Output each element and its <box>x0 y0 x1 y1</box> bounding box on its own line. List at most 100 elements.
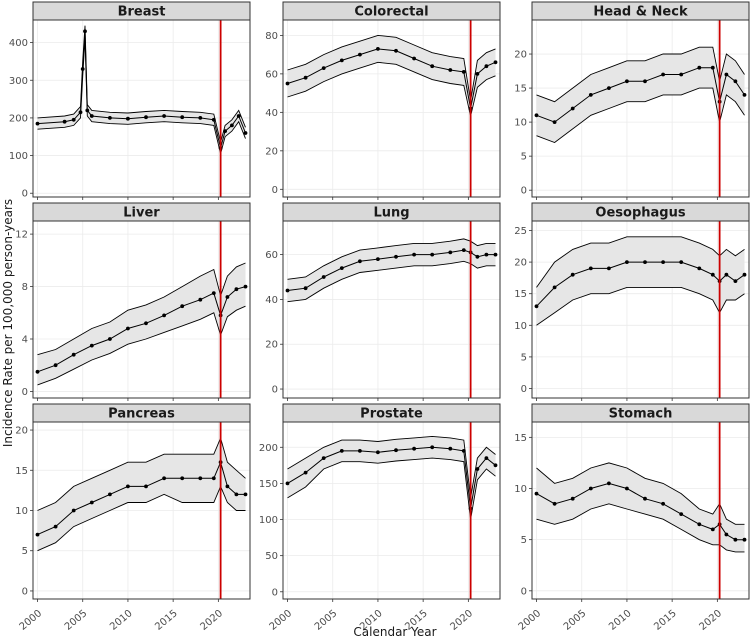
y-tick-label: 15 <box>514 84 527 95</box>
panel-stomach: Stomach 0 5 10 15 2000 2005 2010 2015 2020 <box>514 403 750 633</box>
y-tick-label: 100 <box>9 151 28 162</box>
y-tick-label: 0 <box>272 185 278 196</box>
upper-bound-line <box>287 238 496 280</box>
x-tick-label: 2015 <box>153 608 180 633</box>
y-tick-label: 5 <box>521 535 527 546</box>
y-tick-label: 0 <box>22 586 28 597</box>
panel-border <box>282 421 501 600</box>
y-tick-label: 10 <box>15 506 28 517</box>
y-tick-label: 0 <box>521 384 527 395</box>
data-point <box>394 48 398 53</box>
data-point <box>570 106 575 111</box>
data-point <box>162 313 167 318</box>
panel-border <box>282 220 501 399</box>
data-point <box>679 512 684 516</box>
data-point <box>661 72 665 77</box>
confidence-band <box>287 436 496 520</box>
data-point <box>126 484 130 489</box>
confidence-band <box>37 438 246 551</box>
data-point <box>376 47 380 51</box>
x-axis-title: Calendar Year <box>353 625 436 639</box>
data-point <box>180 304 185 309</box>
data-point <box>285 481 290 486</box>
data-point <box>742 537 747 542</box>
y-tick-label: 400 <box>9 38 28 49</box>
data-point <box>303 286 308 291</box>
plot-area <box>33 20 250 197</box>
data-point <box>285 81 290 86</box>
y-tick-label: 100 <box>259 515 278 526</box>
y-tick-label: 20 <box>265 340 278 351</box>
data-point <box>430 252 435 257</box>
data-point <box>607 266 611 271</box>
data-point <box>198 476 203 481</box>
y-tick-label: 200 <box>9 113 28 124</box>
data-point <box>493 252 498 257</box>
lower-bound-line <box>287 260 496 303</box>
y-tick-label: 20 <box>514 50 527 61</box>
data-point <box>448 250 453 255</box>
panel-liver: Liver 0 4 8 12 <box>15 202 251 401</box>
data-point <box>710 65 715 70</box>
panel-border <box>32 220 251 399</box>
y-tick-label: 0 <box>521 186 527 197</box>
data-point <box>126 116 130 121</box>
data-point <box>625 79 629 84</box>
confidence-band <box>37 25 246 154</box>
estimate-line <box>37 31 246 149</box>
x-tick-label: 2005 <box>63 608 90 633</box>
y-tick-label: 0 <box>272 385 278 396</box>
lower-bound-line <box>37 485 246 552</box>
data-point <box>108 492 112 497</box>
data-point <box>394 254 398 259</box>
data-point <box>180 115 185 120</box>
y-tick-label: 40 <box>265 108 278 119</box>
panel-title: Prostate <box>360 407 423 422</box>
data-point <box>321 456 326 460</box>
x-tick-label: 2000 <box>268 608 295 633</box>
y-tick-label: 5 <box>22 546 28 557</box>
data-point <box>697 266 702 271</box>
data-point <box>412 56 416 61</box>
data-point <box>643 260 647 264</box>
data-point <box>35 369 40 374</box>
panel-border <box>32 19 251 198</box>
y-tick-label: 10 <box>514 321 527 332</box>
data-point <box>607 481 611 486</box>
data-point <box>78 110 83 115</box>
x-tick-label: 2000 <box>517 608 544 633</box>
y-tick-label: 0 <box>521 586 527 597</box>
data-point <box>430 64 435 69</box>
data-point <box>303 470 308 475</box>
data-point <box>742 272 747 277</box>
data-point <box>243 284 248 289</box>
data-point <box>358 449 362 453</box>
panel-oesophagus: Oesophagus 0 5 10 15 20 25 <box>514 202 750 401</box>
data-point <box>144 484 148 489</box>
panel-border <box>531 421 750 600</box>
y-tick-label: 300 <box>9 76 28 87</box>
upper-bound-line <box>37 262 246 356</box>
data-point <box>552 285 557 290</box>
data-point <box>679 72 684 77</box>
data-point <box>126 326 130 331</box>
upper-bound-line <box>287 34 496 101</box>
data-point <box>484 252 489 257</box>
data-point <box>180 476 185 481</box>
y-tick-label: 20 <box>265 146 278 157</box>
data-point <box>661 260 665 264</box>
data-point <box>412 446 416 451</box>
data-point <box>339 449 344 453</box>
data-point <box>534 304 539 309</box>
upper-bound-line <box>287 435 496 498</box>
data-point <box>144 115 148 120</box>
data-point <box>243 492 248 497</box>
data-point <box>62 119 67 124</box>
data-point <box>484 64 489 69</box>
data-point <box>461 70 466 74</box>
y-tick-label: 150 <box>259 479 278 490</box>
data-point <box>53 363 58 368</box>
data-point <box>89 114 94 118</box>
data-point <box>588 93 593 97</box>
data-point <box>89 500 94 505</box>
